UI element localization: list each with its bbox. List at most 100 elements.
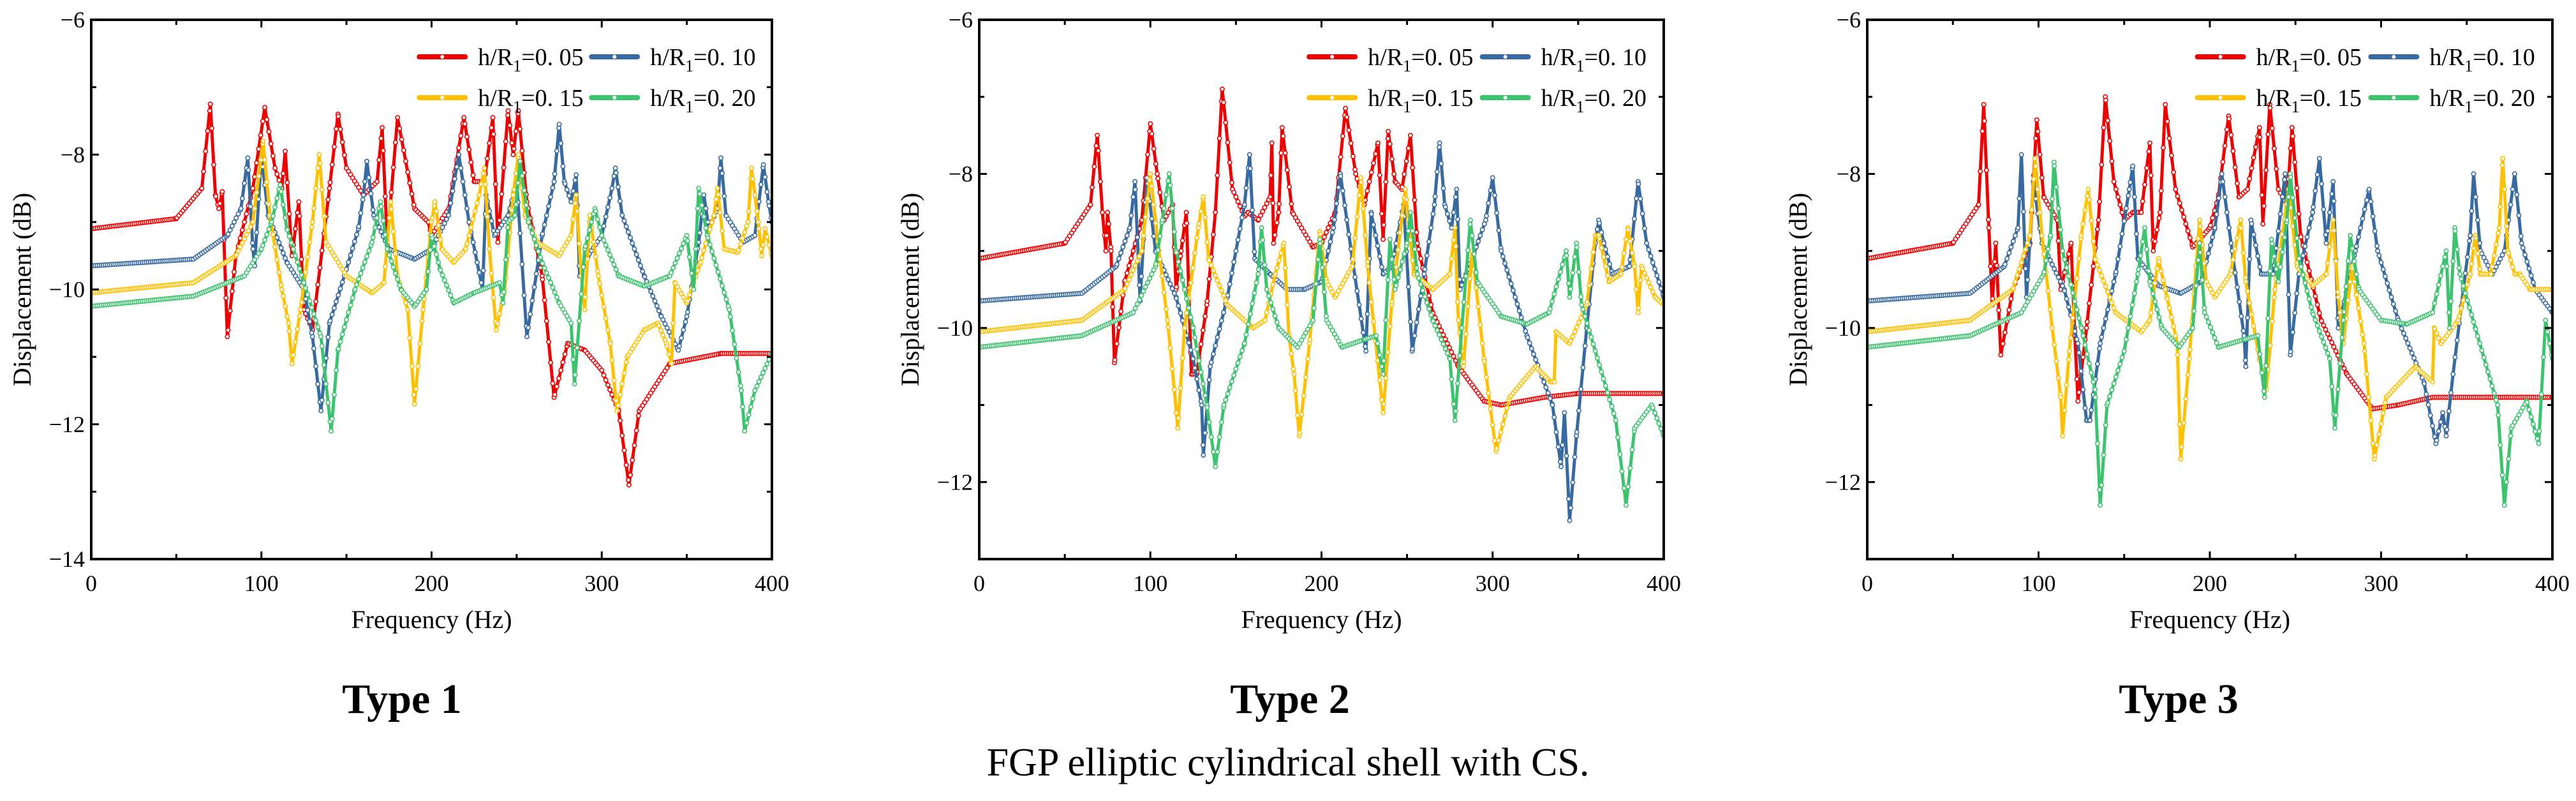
data-point [223, 295, 229, 301]
data-point [1368, 211, 1374, 217]
series-markers-h015 [979, 171, 1664, 454]
legend-label-prefix: h/R [2256, 44, 2292, 71]
data-point [2208, 324, 2214, 330]
data-point [1299, 337, 1305, 343]
data-point [669, 361, 674, 366]
data-point [1143, 284, 1148, 290]
data-point [2173, 333, 2179, 338]
data-point [1211, 449, 1217, 454]
data-point [589, 219, 595, 225]
data-point [2096, 217, 2101, 223]
data-point [1274, 220, 1280, 225]
data-point [2321, 206, 2327, 212]
data-point [1326, 225, 1331, 230]
data-point [269, 219, 274, 225]
data-point [1221, 100, 1227, 105]
data-point [1266, 293, 1271, 299]
data-point [2277, 264, 2283, 270]
data-point [2265, 315, 2271, 321]
data-point [2068, 281, 2074, 287]
data-point [570, 357, 576, 363]
data-point [1233, 248, 1239, 254]
data-point [648, 288, 654, 294]
data-point [2276, 228, 2281, 234]
data-point [358, 210, 364, 216]
data-point [2319, 181, 2325, 187]
data-point [2461, 283, 2466, 289]
data-point [321, 213, 327, 219]
data-point [1373, 333, 1379, 338]
data-point [2323, 232, 2328, 237]
data-point [1579, 302, 1585, 308]
data-point [2052, 341, 2057, 347]
data-point [2062, 407, 2068, 413]
data-point [742, 428, 748, 434]
data-point [656, 308, 662, 313]
data-point [1500, 421, 1506, 427]
data-point [454, 164, 459, 170]
data-point [2455, 317, 2461, 323]
data-point [2018, 152, 2024, 158]
data-point [2023, 246, 2029, 252]
data-point [1439, 336, 1444, 342]
data-point [432, 199, 438, 205]
data-point [676, 250, 682, 256]
data-point [229, 288, 235, 294]
data-point [2205, 251, 2211, 257]
data-point [605, 382, 611, 388]
data-point [570, 188, 576, 194]
data-point [2220, 159, 2226, 165]
data-point [1486, 390, 1492, 396]
data-point [321, 362, 327, 368]
data-point [1328, 286, 1333, 292]
data-point [2370, 440, 2376, 446]
data-point [381, 280, 387, 285]
data-point [248, 204, 253, 209]
data-point [2057, 227, 2063, 232]
data-point [1597, 362, 1603, 368]
data-point [2018, 260, 2024, 266]
data-point [278, 245, 284, 251]
data-point [1331, 225, 1336, 230]
data-point [595, 273, 601, 279]
data-point [1449, 377, 1455, 382]
data-point [2186, 356, 2192, 362]
data-point [2411, 355, 2417, 361]
data-point [1467, 221, 1473, 227]
data-point [470, 216, 476, 222]
data-point [633, 251, 639, 257]
data-point [1498, 430, 1504, 435]
data-point [2228, 132, 2234, 138]
data-point [2084, 325, 2089, 331]
data-point [2282, 177, 2288, 183]
data-point [2245, 288, 2251, 294]
data-point [2023, 266, 2029, 271]
data-point [1350, 257, 1356, 262]
legend-label-subscript: 1 [1576, 57, 1585, 75]
data-point [1469, 232, 1475, 238]
panel-label-type-3: Type 3 [2119, 676, 2239, 722]
data-point [1157, 190, 1163, 195]
data-point [331, 392, 337, 398]
legend-label-prefix: h/R [1541, 85, 1577, 112]
data-point [1558, 464, 1564, 470]
data-point [1479, 227, 1485, 232]
data-point [523, 202, 529, 208]
data-point [1412, 197, 1418, 203]
data-point [685, 310, 690, 315]
data-point [2547, 340, 2552, 346]
data-point [1328, 239, 1333, 244]
data-point [1127, 263, 1132, 269]
data-point [2257, 351, 2263, 357]
data-point [2158, 209, 2163, 215]
data-point [2306, 225, 2312, 230]
data-point [601, 372, 607, 378]
legend-label: h/R1=0. 05 [478, 44, 583, 75]
data-point [1278, 150, 1284, 156]
data-point [399, 137, 404, 142]
data-point [1368, 299, 1374, 305]
data-point [438, 267, 443, 273]
data-point [619, 213, 625, 218]
data-point [2461, 297, 2466, 303]
data-point [2362, 206, 2367, 212]
